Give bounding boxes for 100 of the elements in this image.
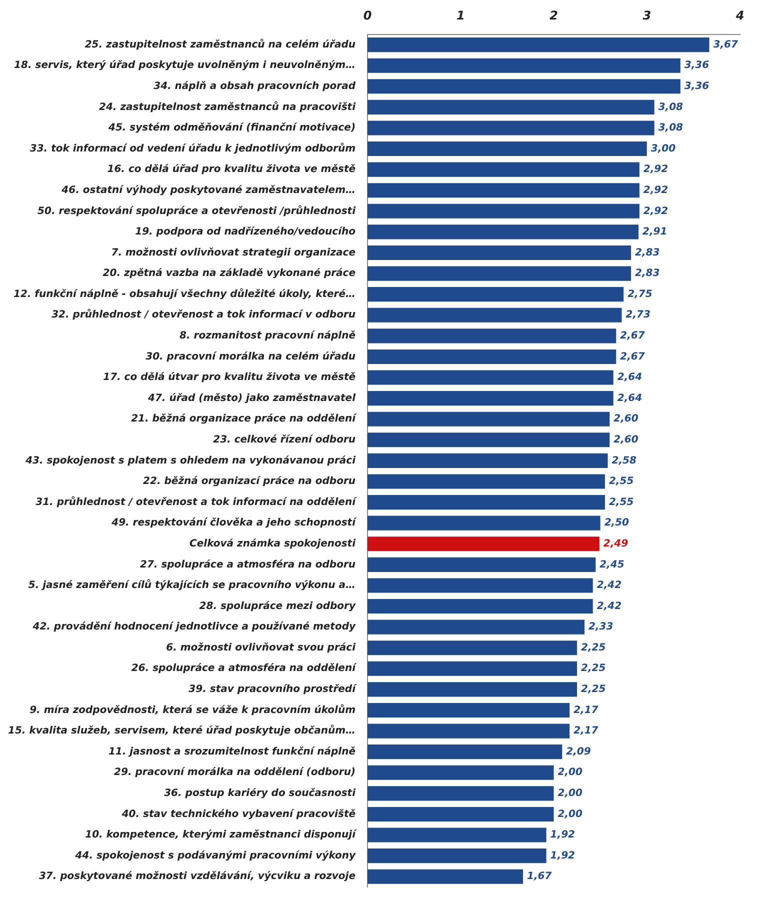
data-label: 2,64 [617,372,642,384]
bar [368,828,546,842]
y-tick-label: 50. respektování spolupráce a otevřenosti /průhlednosti [38,204,356,217]
y-tick-label: 26. spolupráce a atmosféra na oddělení [131,663,358,674]
y-tick-label: 45. systém odměňování (finanční motivace) [107,122,356,134]
y-tick-label: 36. postup kariéry do současnosti [164,788,356,800]
data-label: 2,25 [581,684,606,696]
bar [368,516,600,530]
bar [368,58,680,73]
data-label: 1,92 [550,830,576,841]
y-tick-label: 40. stav technického vybavení pracoviště [120,808,356,820]
data-label: 2,83 [635,268,660,280]
data-label: 2,25 [581,642,606,654]
x-tick-label: 2 [550,8,558,22]
data-label: 2,00 [558,788,582,800]
data-label: 2,92 [643,164,668,176]
bar [368,620,584,634]
bar [368,162,640,177]
bar [368,391,614,406]
x-tick-label: 4 [734,8,744,22]
data-label: 1,67 [527,871,552,882]
data-label: 2,67 [620,351,645,362]
y-tick-label: 49. respektování člověka a jeho schopností [110,518,358,529]
data-label: 2,92 [643,206,668,217]
data-label: 2,50 [604,518,630,529]
bar [368,453,608,468]
bar [368,328,616,344]
bar [368,744,562,760]
bar [368,183,640,198]
bar [368,869,524,884]
bar [368,495,605,510]
data-label: 1,92 [550,850,576,862]
bar [368,287,624,302]
y-tick-label: 21. běžná organizace práce na oddělení [131,414,358,425]
data-label: 2,33 [588,622,614,633]
y-tick-label: 30. pracovní morálka na celém úřadu [146,351,356,362]
bar [368,308,622,322]
bar [368,245,632,260]
y-tick-label: 5. jasné zaměření cílů týkajících se pracovního výkonu a… [28,579,356,592]
x-tick-label: 3 [642,8,652,22]
bar [368,765,554,780]
bar [368,640,578,656]
y-tick-label: 9. míra zodpovědnosti, která se váže k pracovním úkolům [30,704,356,716]
bar [368,412,610,426]
bar [368,120,654,136]
bar [368,38,710,52]
y-tick-label: 19. podpora od nadřízeného/vedoucího [135,226,356,238]
data-label: 2,42 [596,580,622,592]
x-tick-label: 1 [456,8,465,22]
y-tick-label: 7. možnosti ovlivňovat strategii organizace [111,247,356,258]
data-label: 3,08 [658,102,684,113]
data-label: 2,49 [603,538,628,550]
bar [368,682,578,697]
y-tick-label: 43. spokojenost s platem s ohledem na vykonávanou práci [24,455,356,466]
y-tick-label: 8. rozmanitost pracovní náplně [180,330,356,342]
bar [368,432,610,448]
bar [368,806,554,822]
data-label: 2,00 [558,767,582,778]
data-label: 3,08 [658,122,684,134]
y-tick-label: 44. spokojenost s podávanými pracovními výkony [74,850,356,862]
data-label: 2,58 [612,455,636,466]
bar [368,557,596,572]
data-label: 2,92 [643,184,668,196]
data-label: 2,73 [626,310,650,321]
data-label: 3,36 [684,80,710,92]
y-tick-label: 22. běžná organizací práce na odboru [143,476,356,488]
y-tick-label: 12. funkční náplně - obsahují všechny důležité úkoly, které… [13,288,356,300]
bar [368,702,570,718]
bar [368,100,654,114]
bar [368,724,570,738]
bar [368,204,640,218]
y-tick-label: 34. náplň a obsah pracovních porad [154,80,356,92]
y-tick-label: 18. servis, který úřad poskytuje uvolněným i neuvolněným… [14,60,356,72]
data-label: 2,60 [614,434,638,446]
bar [368,370,614,385]
bar [368,786,554,801]
y-tick-label: 29. pracovní morálka na oddělení (odboru) [114,767,356,778]
y-tick-label: 25. zastupitelnost zaměstnanců na celém úřadu [84,38,356,50]
data-label: 2,67 [620,330,645,342]
data-label: 2,83 [635,247,660,258]
bar [368,598,593,614]
data-label: 2,17 [574,726,598,737]
bar [368,578,593,593]
bar [368,661,578,676]
x-tick-label: 0 [363,8,372,22]
y-tick-label: 15. kvalita služeb, servisem, které úřad poskytuje občanům… [8,724,356,737]
bar [368,141,647,156]
bar [368,79,680,94]
data-label: 2,25 [581,663,606,674]
data-label: 2,91 [642,226,668,238]
y-tick-label: 23. celkové řízení odboru [213,434,356,446]
data-label: 2,45 [600,559,624,570]
y-tick-label: 10. kompetence, kterými zaměstnanci disponují [85,830,358,841]
bar [368,474,605,489]
data-label: 2,09 [566,746,591,758]
data-label: 3,00 [650,143,676,154]
y-tick-label: 33. tok informací od vedení úřadu k jednotlivým odborům [30,142,356,154]
bar [368,224,638,240]
data-label: 2,17 [574,704,598,716]
bar [368,536,600,552]
